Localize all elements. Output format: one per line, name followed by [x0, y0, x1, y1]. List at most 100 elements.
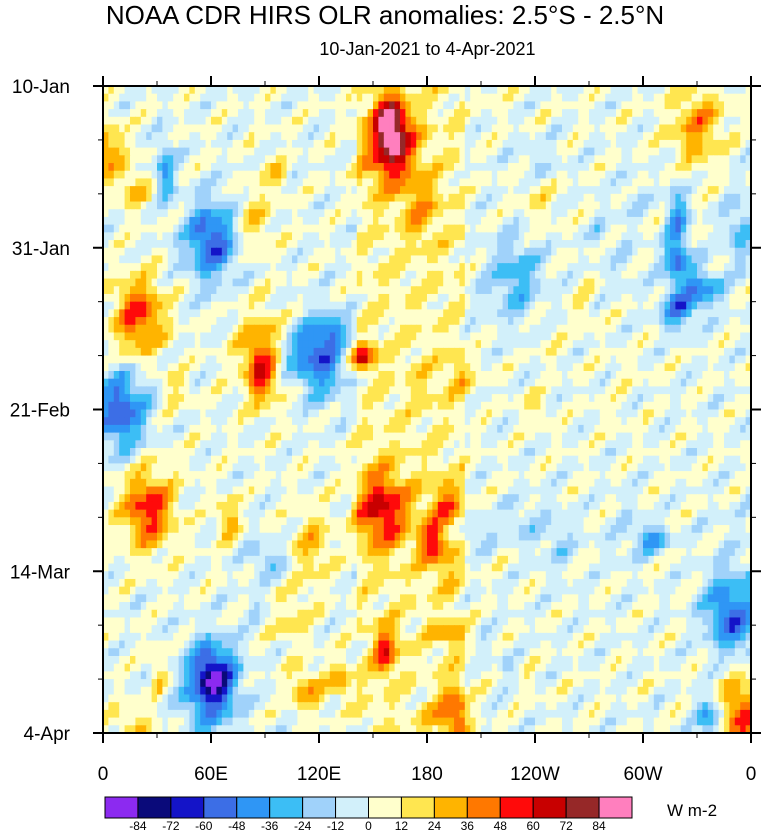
field-cell — [248, 163, 255, 172]
field-cell — [243, 116, 250, 126]
field-cell — [221, 93, 228, 102]
field-cell — [200, 101, 207, 110]
field-cell — [616, 170, 622, 180]
field-cell — [686, 309, 693, 318]
field-cell — [254, 278, 261, 287]
field-cell — [157, 370, 163, 380]
field-cell — [545, 355, 552, 364]
field-cell — [675, 370, 682, 380]
field-cell — [184, 86, 190, 95]
field-cell — [729, 116, 736, 126]
field-cell — [189, 163, 196, 172]
field-cell — [491, 332, 498, 341]
field-cell — [281, 86, 288, 95]
field-cell — [254, 224, 261, 233]
field-cell — [556, 224, 563, 233]
field-cell — [459, 394, 466, 403]
field-cell — [189, 347, 196, 357]
field-cell — [405, 370, 412, 380]
field-cell — [454, 332, 460, 341]
field-cell — [103, 394, 109, 403]
field-cell — [572, 93, 579, 102]
field-cell — [362, 139, 369, 149]
field-cell — [589, 324, 595, 334]
field-cell — [216, 370, 223, 380]
field-cell — [486, 324, 493, 334]
field-cell — [540, 201, 547, 210]
field-cell — [675, 317, 682, 326]
field-cell — [464, 263, 471, 272]
field-cell — [556, 286, 563, 295]
field-cell — [281, 263, 288, 272]
field-cell — [686, 378, 693, 387]
field-cell — [162, 263, 169, 272]
field-cell — [178, 301, 185, 310]
field-cell — [383, 101, 390, 110]
field-cell — [470, 332, 477, 341]
field-cell — [184, 386, 190, 395]
field-cell — [589, 170, 595, 180]
field-cell — [216, 170, 223, 180]
field-cell — [729, 340, 736, 349]
field-cell — [545, 293, 552, 303]
field-cell — [286, 147, 293, 156]
field-cell — [734, 201, 741, 210]
field-cell — [308, 247, 315, 257]
field-cell — [680, 93, 687, 102]
field-cell — [675, 132, 682, 141]
field-cell — [697, 370, 703, 380]
field-cell — [286, 163, 293, 172]
field-cell — [459, 163, 466, 172]
field-cell — [146, 139, 153, 149]
field-cell — [470, 186, 477, 195]
field-cell — [200, 401, 207, 411]
field-cell — [194, 209, 201, 218]
field-cell — [329, 309, 336, 318]
field-cell — [340, 309, 347, 318]
field-cell — [540, 278, 547, 287]
field-cell — [718, 286, 725, 295]
field-cell — [275, 109, 282, 118]
field-cell — [275, 263, 282, 272]
field-cell — [248, 186, 255, 195]
field-cell — [292, 240, 298, 249]
field-cell — [319, 378, 325, 387]
field-cell — [578, 378, 585, 387]
field-cell — [119, 124, 126, 133]
field-cell — [443, 278, 450, 287]
field-cell — [697, 394, 703, 403]
field-cell — [205, 355, 212, 364]
field-cell — [637, 178, 644, 187]
field-cell — [308, 363, 315, 372]
field-cell — [205, 255, 212, 264]
field-cell — [491, 232, 498, 241]
field-cell — [302, 209, 309, 218]
field-cell — [583, 370, 590, 380]
field-cell — [524, 255, 531, 264]
field-cell — [464, 178, 471, 187]
field-cell — [491, 363, 498, 372]
field-cell — [540, 86, 547, 95]
field-cell — [475, 270, 482, 280]
field-cell — [140, 139, 147, 149]
field-cell — [340, 240, 347, 249]
field-cell — [470, 324, 477, 334]
field-cell — [108, 232, 115, 241]
field-cell — [265, 116, 271, 126]
field-cell — [184, 363, 190, 372]
field-cell — [275, 301, 282, 310]
field-cell — [729, 394, 736, 403]
field-cell — [632, 355, 639, 364]
field-cell — [637, 101, 644, 110]
field-cell — [238, 401, 244, 411]
field-cell — [416, 263, 423, 272]
field-cell — [346, 363, 352, 372]
field-cell — [594, 209, 601, 218]
field-cell — [238, 201, 244, 210]
field-cell — [686, 355, 693, 364]
field-cell — [697, 386, 703, 395]
field-cell — [103, 340, 109, 349]
field-cell — [173, 255, 180, 264]
field-cell — [162, 224, 169, 233]
field-cell — [162, 201, 169, 210]
